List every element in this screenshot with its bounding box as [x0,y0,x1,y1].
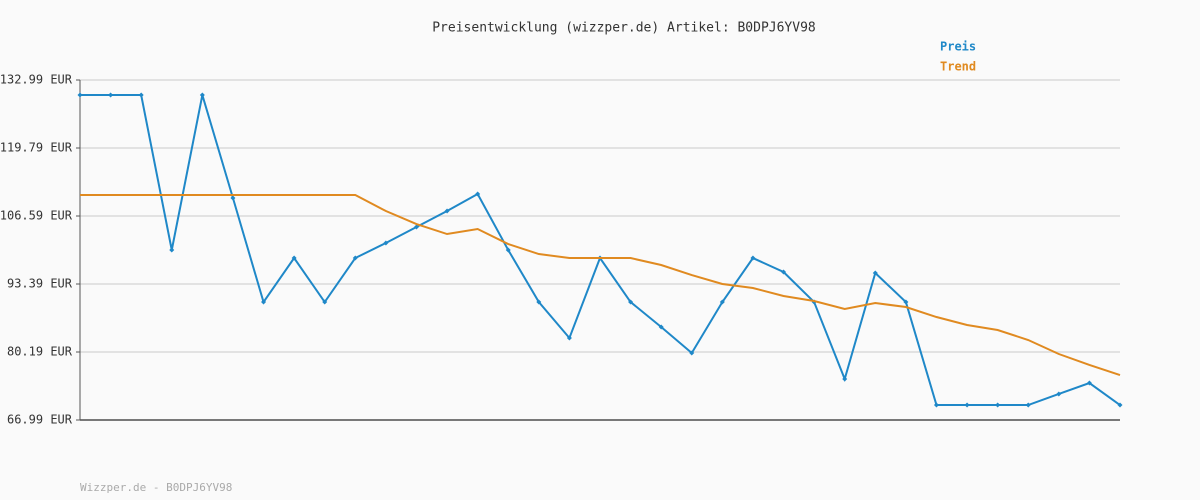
y-tick-label: 93.39 EUR [7,277,73,291]
point-marker [689,350,695,356]
point-marker [1117,402,1123,408]
point-marker [1056,391,1062,397]
point-marker [138,92,144,98]
point-marker [781,269,787,275]
point-marker [475,191,481,197]
legend-entry: Trend [940,60,976,74]
point-marker [750,255,756,261]
point-marker [230,195,236,201]
point-marker [261,299,267,305]
point-marker [719,299,725,305]
point-marker [383,240,389,246]
point-marker [1086,380,1092,386]
point-marker [933,402,939,408]
point-marker [658,324,664,330]
series-line [80,194,1121,376]
point-marker [566,335,572,341]
point-marker [444,208,450,214]
point-marker [108,92,114,98]
point-marker [199,92,205,98]
y-tick-label: 132.99 EUR [0,73,73,87]
point-marker [505,247,511,253]
point-marker [291,255,297,261]
point-marker [413,224,419,230]
point-marker [964,402,970,408]
point-marker [995,402,1001,408]
point-marker [77,92,83,98]
chart-title: Preisentwicklung (wizzper.de) Artikel: B… [432,21,816,36]
point-marker [872,270,878,276]
point-marker [536,299,542,305]
footer: Wizzper.de - B0DPJ6YV98 [80,481,232,494]
point-marker [322,299,328,305]
point-marker [842,376,848,382]
y-tick-label: 119.79 EUR [0,141,73,155]
y-tick-label: 66.99 EUR [7,413,73,427]
point-marker [628,299,634,305]
point-marker [903,299,909,305]
point-marker [1025,402,1031,408]
legend-entry: Preis [940,40,976,54]
y-tick-label: 106.59 EUR [0,209,73,223]
point-marker [352,255,358,261]
y-tick-label: 80.19 EUR [7,345,73,359]
point-marker [169,247,175,253]
